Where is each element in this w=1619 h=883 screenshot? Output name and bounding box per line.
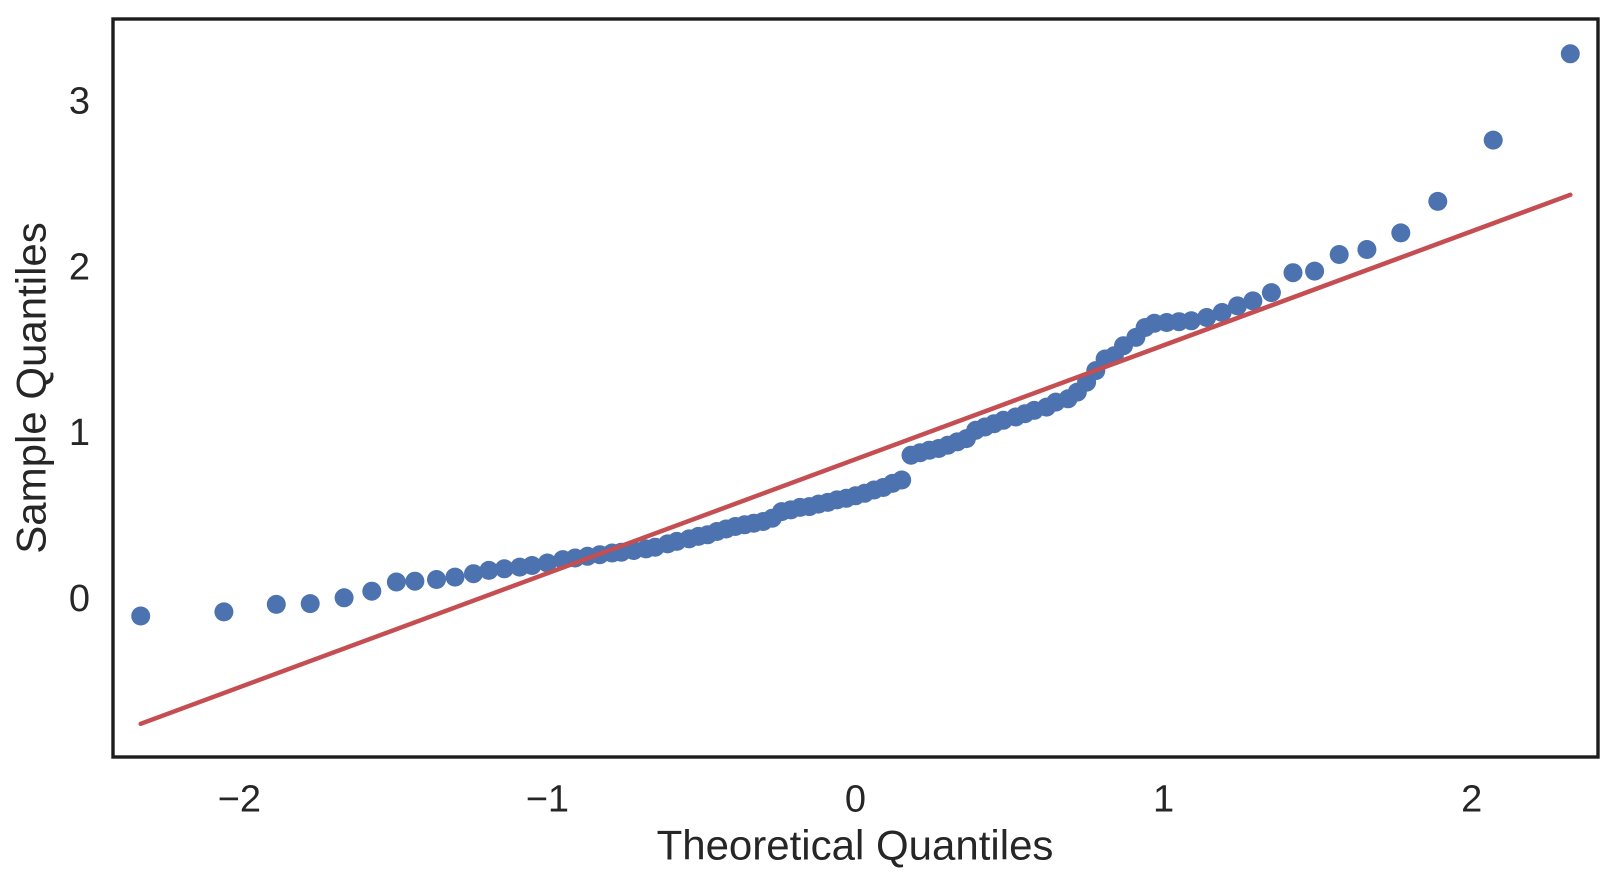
data-point — [479, 560, 499, 580]
x-axis-label: Theoretical Quantiles — [657, 822, 1054, 869]
data-point — [1391, 223, 1411, 243]
y-tick-label: 0 — [69, 578, 90, 620]
x-tick-label: 2 — [1461, 778, 1482, 820]
data-point — [334, 588, 354, 608]
data-point — [1197, 308, 1217, 327]
data-point — [1560, 44, 1580, 64]
data-point — [214, 602, 234, 622]
scatter-series — [131, 44, 1580, 626]
data-point — [1243, 291, 1263, 311]
data-point — [522, 556, 542, 575]
y-tick-label: 1 — [69, 412, 90, 454]
data-point — [537, 553, 557, 573]
reference-line — [138, 192, 1573, 727]
data-point — [494, 559, 514, 579]
data-point — [300, 594, 320, 614]
data-point — [1329, 245, 1349, 264]
data-point — [1261, 283, 1281, 303]
data-point — [427, 570, 446, 589]
data-point — [386, 572, 406, 592]
data-point — [362, 581, 382, 601]
data-point — [1483, 130, 1503, 150]
plot-area — [113, 19, 1598, 757]
data-point — [1357, 240, 1377, 259]
data-point — [1228, 296, 1247, 316]
plot-frame — [111, 17, 1600, 759]
x-tick-label: −1 — [526, 778, 569, 820]
data-point — [1283, 263, 1303, 283]
x-axis-tick-labels: −2 −1 0 1 2 — [218, 778, 1483, 820]
data-point — [1305, 261, 1325, 281]
x-tick-label: 0 — [845, 778, 866, 820]
data-point — [1212, 303, 1232, 322]
data-point — [892, 470, 912, 490]
y-axis-tick-labels: 0 1 2 3 — [69, 81, 90, 620]
x-tick-label: −2 — [218, 778, 261, 820]
data-point — [405, 571, 425, 591]
data-point — [131, 606, 151, 626]
x-tick-label: 1 — [1153, 778, 1174, 820]
y-tick-label: 3 — [69, 81, 90, 123]
data-point — [1428, 191, 1448, 211]
data-point — [464, 564, 483, 584]
y-axis-label: Sample Quantiles — [8, 222, 55, 554]
data-point — [266, 594, 286, 614]
y-tick-label: 2 — [69, 246, 90, 288]
data-point — [445, 567, 465, 587]
data-point — [1181, 311, 1201, 331]
